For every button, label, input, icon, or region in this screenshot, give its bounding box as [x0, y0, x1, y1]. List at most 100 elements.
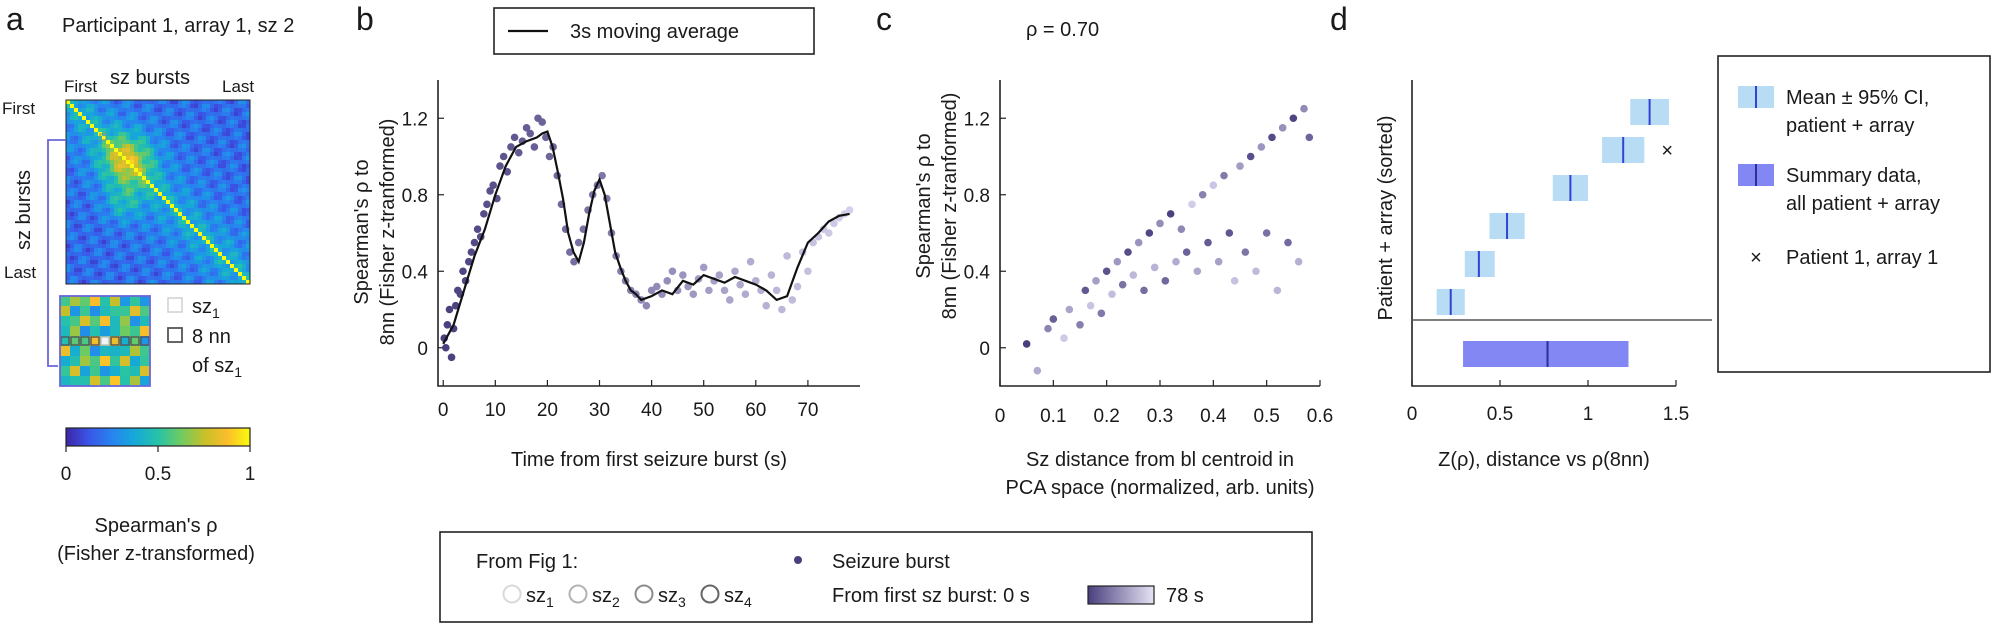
- heatmap-cell: [218, 200, 223, 205]
- heatmap-cell: [242, 200, 247, 205]
- heatmap-cell: [162, 188, 167, 193]
- zoom-cell: [130, 346, 140, 356]
- heatmap-cell: [246, 252, 251, 257]
- heatmap-cell: [218, 148, 223, 153]
- heatmap-cell: [210, 132, 215, 137]
- heatmap-cell: [146, 188, 151, 193]
- heatmap-cell: [98, 156, 103, 161]
- heatmap-cell: [214, 216, 219, 221]
- heatmap-cell: [102, 104, 107, 109]
- heatmap-cell: [198, 112, 203, 117]
- heatmap-cell: [226, 208, 231, 213]
- heatmap-cell: [110, 160, 115, 165]
- zoom-cell: [100, 376, 110, 386]
- heatmap-cell: [162, 236, 167, 241]
- heatmap-cell: [242, 276, 247, 281]
- nn-legend-line2: of sz1: [192, 355, 242, 380]
- heatmap-cell: [110, 180, 115, 185]
- heatmap-cell: [242, 208, 247, 213]
- heatmap-cell: [94, 172, 99, 177]
- heatmap-cell: [170, 176, 175, 181]
- heatmap-cell: [214, 208, 219, 213]
- heatmap-cell: [82, 232, 87, 237]
- heatmap-cell: [194, 280, 199, 285]
- heatmap-cell: [206, 108, 211, 113]
- heatmap-cell: [226, 184, 231, 189]
- heatmap-cell: [74, 148, 79, 153]
- heatmap-cell: [138, 180, 143, 185]
- heatmap-cell: [102, 128, 107, 133]
- heatmap-cell: [226, 172, 231, 177]
- heatmap-cell: [82, 160, 87, 165]
- heatmap-cell: [130, 124, 135, 129]
- heatmap-cell: [166, 212, 171, 217]
- heatmap-cell: [214, 140, 219, 145]
- heatmap-cell: [134, 152, 139, 157]
- heatmap-cell: [70, 128, 75, 133]
- b-burst-point: [783, 252, 791, 260]
- heatmap-cell: [242, 260, 247, 265]
- heatmap-cell: [94, 260, 99, 265]
- zoom-nn-marker: [90, 336, 100, 346]
- heatmap-cell: [190, 200, 195, 205]
- heatmap-cell: [118, 136, 123, 141]
- heatmap-cell: [206, 228, 211, 233]
- heatmap-cell: [242, 272, 247, 277]
- heatmap-cell: [142, 120, 147, 125]
- heatmap-cell: [206, 232, 211, 237]
- heatmap-cell: [178, 124, 183, 129]
- heatmap-cell: [70, 164, 75, 169]
- heatmap-cell: [234, 116, 239, 121]
- heatmap-cell: [174, 192, 179, 197]
- heatmap-cell: [174, 276, 179, 281]
- heatmap-cell: [194, 272, 199, 277]
- heatmap-cell: [170, 132, 175, 137]
- heatmap-cell: [106, 152, 111, 157]
- heatmap-cell: [194, 220, 199, 225]
- heatmap-cell: [206, 104, 211, 109]
- heatmap-cell: [214, 228, 219, 233]
- heatmap-cell: [90, 100, 95, 105]
- heatmap-cell: [194, 172, 199, 177]
- heatmap-cell: [202, 252, 207, 257]
- heatmap-cell: [246, 236, 251, 241]
- heatmap-cell: [126, 200, 131, 205]
- heatmap-cell: [198, 232, 203, 237]
- heatmap-cell: [210, 140, 215, 145]
- heatmap-cell: [210, 104, 215, 109]
- c-burst-point: [1033, 366, 1042, 375]
- zoom-cell: [60, 356, 70, 366]
- heatmap-cell: [130, 132, 135, 137]
- heatmap-cell: [102, 208, 107, 213]
- heatmap-cell: [82, 164, 87, 169]
- sz-legend-circle: [700, 584, 720, 604]
- heatmap-cell: [238, 124, 243, 129]
- heatmap-cell: [174, 180, 179, 185]
- heatmap-cell: [74, 104, 79, 109]
- heatmap-cell: [238, 260, 243, 265]
- heatmap-cell: [126, 280, 131, 285]
- heatmap-cell: [70, 192, 75, 197]
- sz-legend-label: sz1: [526, 585, 554, 610]
- heatmap-cell: [138, 128, 143, 133]
- heatmap-cell: [146, 112, 151, 117]
- heatmap-cell: [222, 244, 227, 249]
- heatmap-cell: [78, 148, 83, 153]
- heatmap-cell: [70, 156, 75, 161]
- heatmap-cell: [82, 272, 87, 277]
- heatmap-cell: [70, 228, 75, 233]
- heatmap-cell: [78, 152, 83, 157]
- heatmap-cell: [182, 208, 187, 213]
- heatmap-cell: [158, 152, 163, 157]
- zoom-cell: [80, 356, 90, 366]
- heatmap-cell: [70, 172, 75, 177]
- panel-label-a: a: [6, 1, 24, 37]
- heatmap-cell: [106, 136, 111, 141]
- c-ytick-label: 1.2: [964, 109, 990, 130]
- heatmap-cell: [94, 236, 99, 241]
- heatmap-cell: [114, 104, 119, 109]
- heatmap-cell: [134, 100, 139, 105]
- heatmap-cell: [106, 168, 111, 173]
- heatmap-cell: [114, 248, 119, 253]
- heatmap-cell: [166, 248, 171, 253]
